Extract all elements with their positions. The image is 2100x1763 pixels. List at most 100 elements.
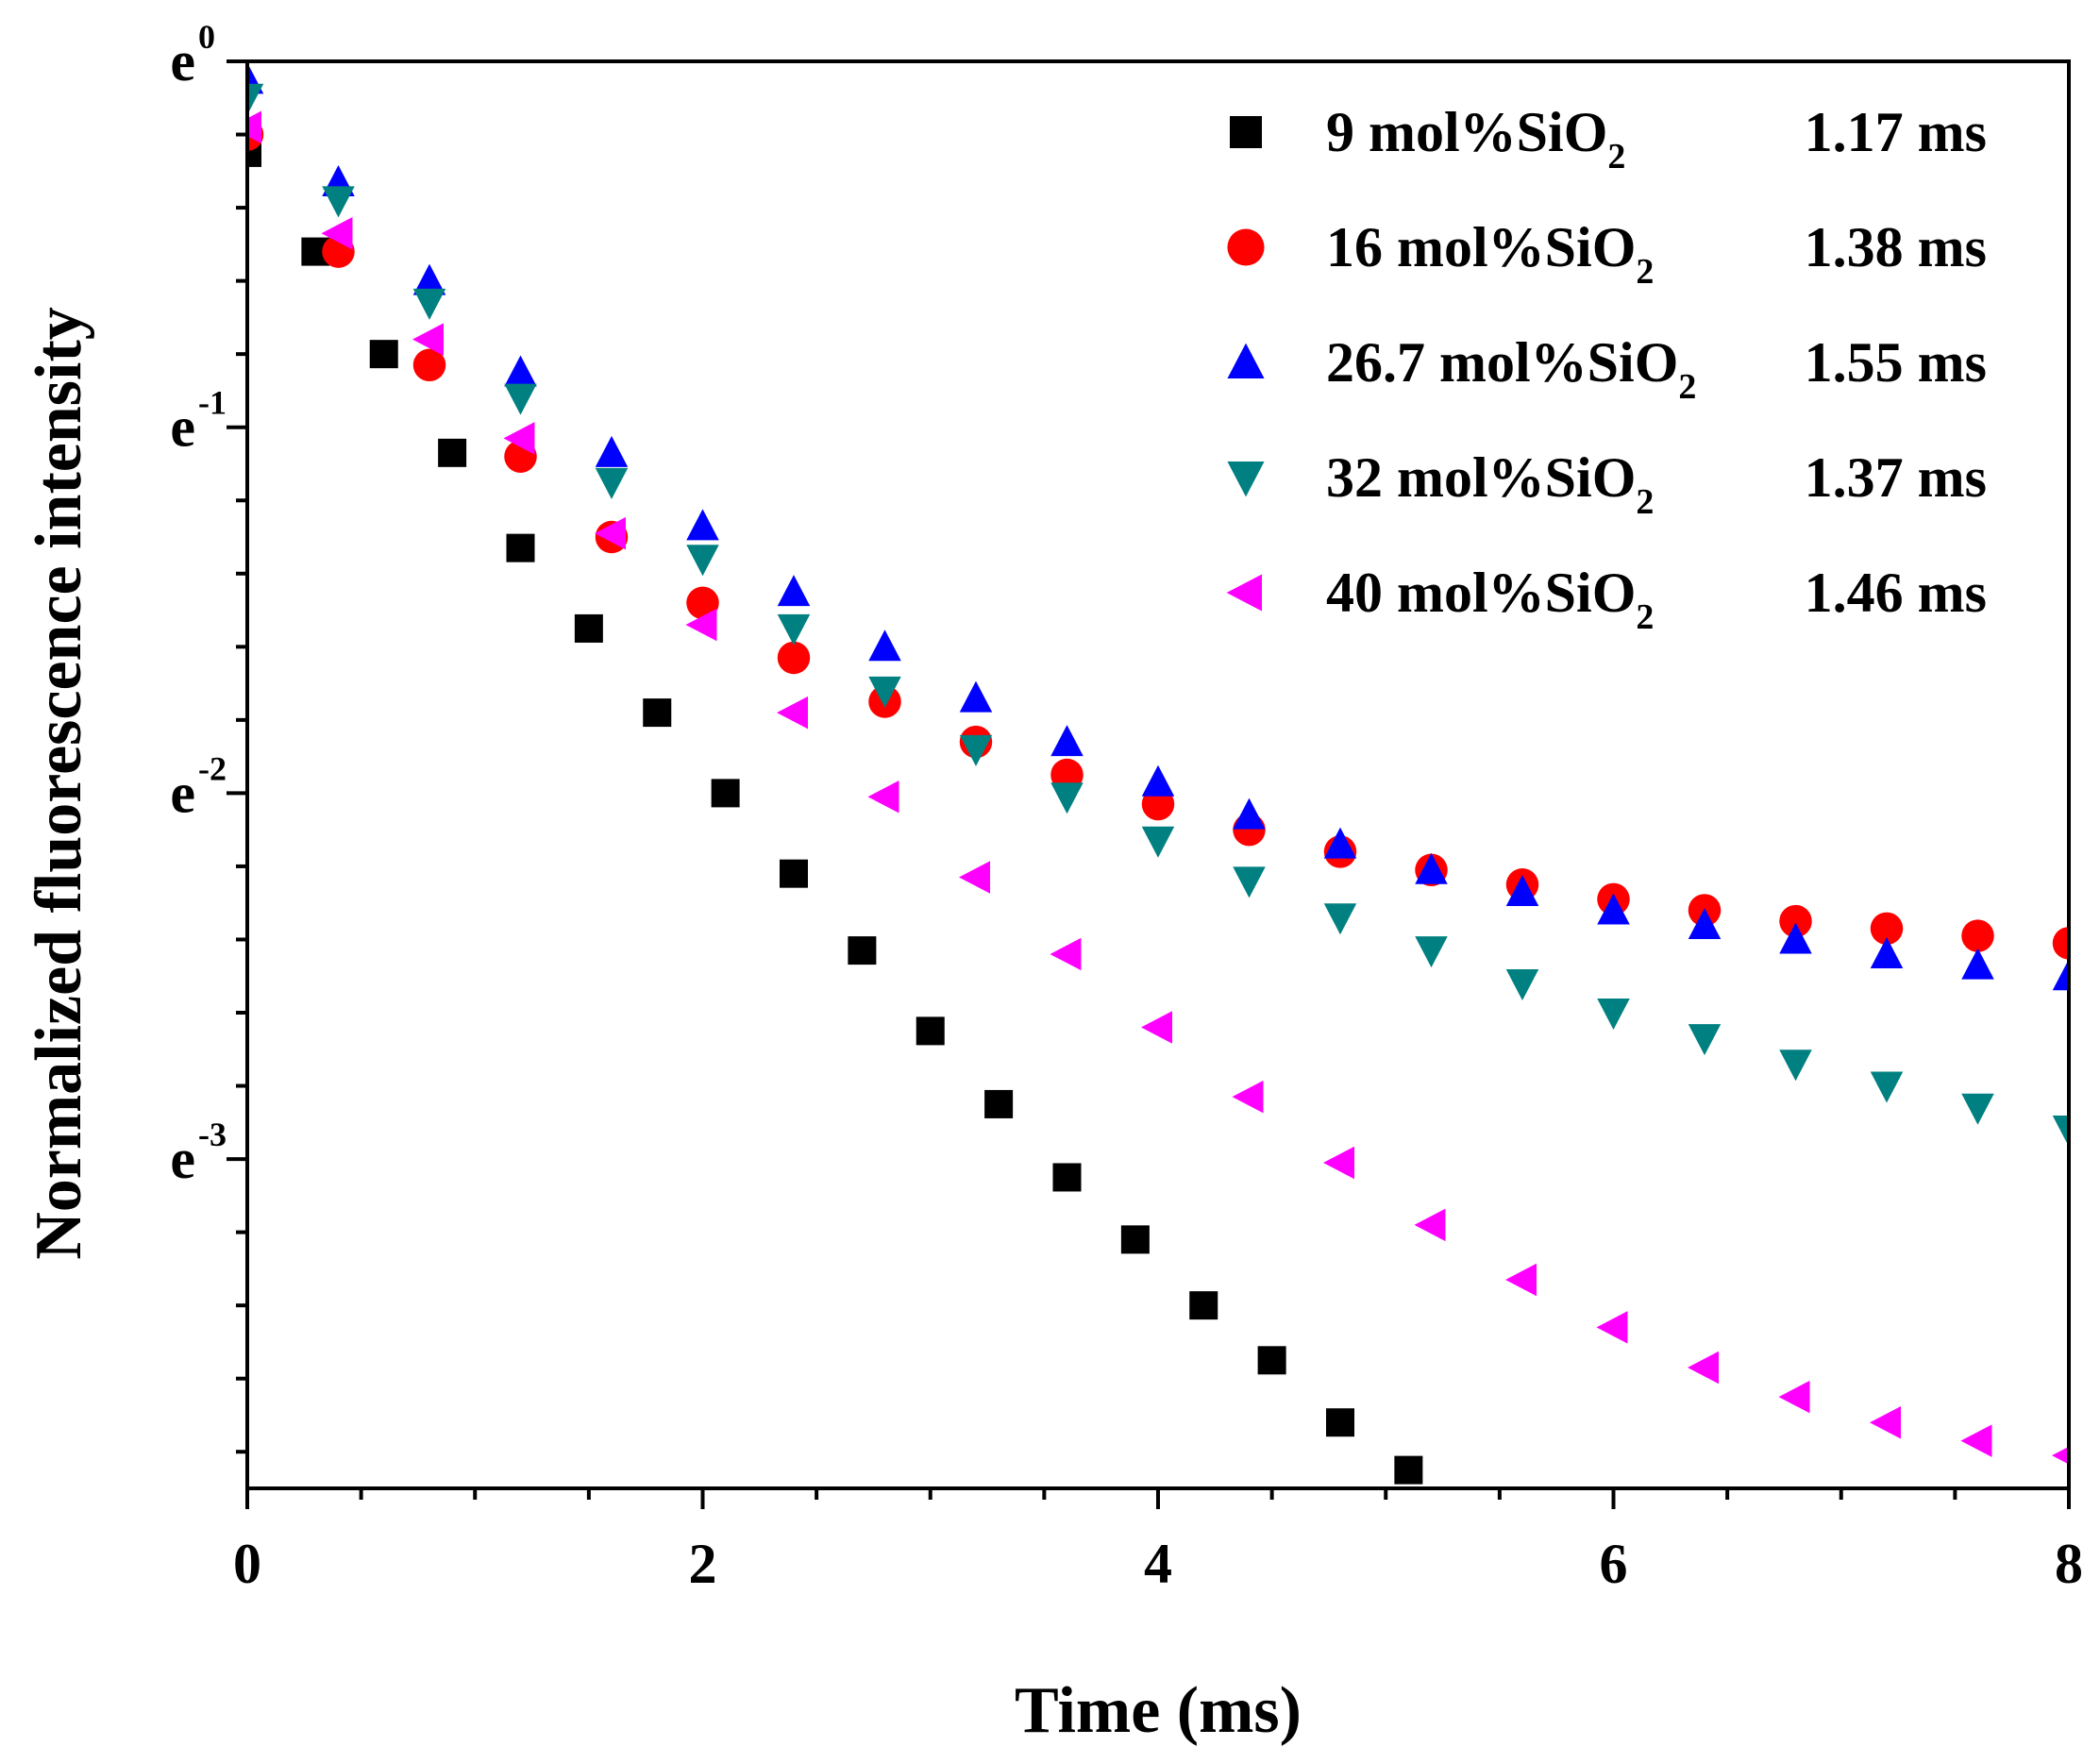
data-point [984,1089,1014,1118]
y-axis-title: Normalized fluorescence intensity [23,307,95,1260]
legend-label: 40 mol%SiO2 [1326,562,1654,637]
legend-lifetime: 1.55 ms [1805,331,1987,394]
legend-label: 9 mol%SiO2 [1326,101,1625,176]
data-point [848,936,877,965]
data-point [643,698,672,728]
data-point [412,323,444,356]
svg-text:e: e [170,30,195,92]
data-point [1233,798,1266,830]
x-tick-label: 6 [1600,1533,1628,1595]
svg-text:-1: -1 [198,384,227,422]
data-point [574,613,603,643]
legend-label: 26.7 mol%SiO2 [1326,331,1696,407]
data-point [438,438,467,467]
y-tick-label: e -3 [170,1116,227,1190]
data-points [247,62,2069,1485]
data-point [685,608,717,642]
data-point [916,1016,945,1046]
legend-marker [1226,574,1262,612]
data-point [369,340,398,369]
data-point [1870,1405,1901,1439]
series-3 [247,62,2069,991]
data-point [1870,936,1904,968]
data-point [1505,875,1539,907]
data-point [2052,927,2069,960]
data-point [412,288,446,320]
data-point [503,422,535,455]
legend-entry: 40 mol%SiO2 1.46 ms [1226,562,1987,637]
data-point [1870,1071,1904,1103]
y-tick-label: e -1 [170,384,227,459]
data-point [247,83,264,115]
legend-lifetime: 1.46 ms [1805,562,1987,624]
data-point [1870,912,1904,946]
legend-label: 16 mol%SiO2 [1326,216,1654,292]
svg-text:e: e [170,396,195,459]
data-point [595,467,629,499]
x-tick-label: 0 [233,1533,261,1595]
data-point [1688,1024,1722,1056]
data-point [1597,999,1630,1030]
data-point [780,859,808,888]
data-point [504,355,537,387]
series-1 [247,138,1423,1485]
data-point [1960,1424,1992,1457]
data-point [1414,1208,1446,1242]
data-point [1232,1080,1264,1114]
data-point [1779,1049,1812,1082]
data-point [959,680,993,713]
data-point [595,516,626,550]
data-point [1779,904,1812,938]
data-point [1394,1455,1423,1485]
svg-text:e: e [170,762,195,824]
data-point [1778,1380,1810,1414]
legend-lifetime: 1.17 ms [1805,101,1987,163]
data-point [1597,893,1630,925]
data-point [1141,1011,1172,1044]
data-point [1505,968,1539,1000]
svg-text:0: 0 [198,18,215,56]
series-4 [247,83,2069,1148]
data-point [1233,866,1266,898]
data-point [1415,852,1448,884]
data-point [959,861,990,894]
legend-label: 32 mol%SiO2 [1326,446,1654,522]
data-point [1326,1408,1354,1437]
x-tick-label: 4 [1144,1533,1172,1595]
legend-marker [1227,228,1265,266]
data-point [1189,1291,1218,1320]
data-point [1050,937,1082,971]
legend-entry: 32 mol%SiO2 1.37 ms [1227,446,1987,522]
data-point [1961,919,1994,952]
data-point [2052,959,2069,991]
data-point [412,348,446,382]
data-point [1961,1093,1994,1125]
legend-entry: 26.7 mol%SiO2 1.55 ms [1227,331,1987,407]
svg-text:-3: -3 [198,1116,227,1153]
data-point [322,186,355,218]
data-point [1120,1225,1150,1254]
data-point [686,586,719,620]
data-point [595,435,629,467]
series-5 [247,110,2069,1465]
data-point [686,509,719,541]
data-point [711,779,740,808]
data-point [1415,936,1448,968]
data-point [686,545,719,577]
data-point [1596,1311,1628,1344]
data-point [777,575,811,607]
data-point [412,263,446,295]
svg-text:e: e [170,1128,195,1190]
data-point [1141,826,1175,858]
y-axis-ticks: e 0e -1e -2e -3 [170,18,247,1454]
data-point [504,383,537,415]
svg-text:-2: -2 [198,749,227,787]
data-point [1050,782,1084,814]
x-tick-label: 2 [689,1533,717,1595]
data-point [777,641,811,675]
data-point [1050,725,1084,757]
legend-marker [1227,343,1265,378]
data-point [868,676,901,708]
